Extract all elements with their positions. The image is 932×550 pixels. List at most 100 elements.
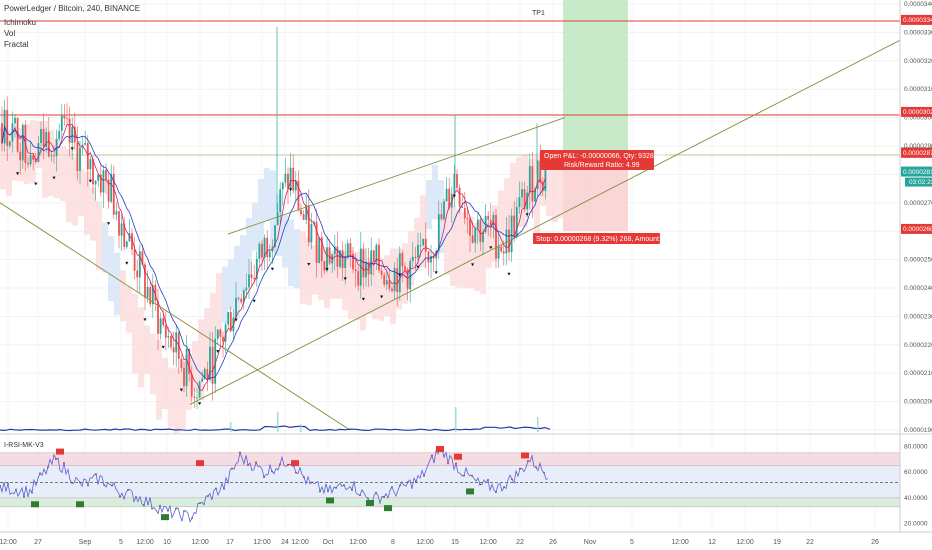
candle-body [502, 251, 505, 254]
candle-body [242, 290, 245, 303]
tp-label: TP1 [532, 10, 545, 17]
candle-body [76, 142, 79, 171]
candle-body [37, 143, 40, 163]
candle-body [443, 201, 445, 220]
cloud-segment [42, 120, 48, 198]
descending-trendline[interactable] [0, 202, 351, 431]
cloud-segment [48, 130, 54, 197]
cloud-segment [54, 138, 60, 198]
fractal-markers [16, 147, 529, 406]
time-tick-label: 12:00 [253, 539, 271, 546]
rsi-dot [351, 489, 353, 491]
fractal-marker [143, 318, 147, 322]
cloud-segment [234, 245, 240, 319]
ascending-resistance[interactable] [227, 117, 566, 235]
indicator-ichimoku[interactable]: Ichimoku [4, 18, 37, 27]
rsi-dot [111, 484, 113, 487]
cloud-segment [432, 165, 438, 220]
time-axis[interactable]: 12:00 27 Sep 5 12:00 10 12:00 17 12:00 24 12:00 Oct… [0, 539, 879, 546]
candle-body [479, 219, 482, 243]
cloud-segment [456, 208, 462, 288]
take-profit-zone[interactable] [563, 0, 628, 157]
cloud-segment [216, 273, 222, 338]
candle-body [401, 253, 404, 267]
fractal-marker [34, 182, 38, 186]
candle-body [6, 109, 9, 146]
candle-body [469, 218, 471, 236]
indicator-fractal[interactable]: Fractal [4, 40, 29, 49]
rsi-dot [151, 507, 153, 510]
rsi-line [0, 446, 549, 523]
cloud-segment [240, 235, 246, 293]
neutral-band [0, 465, 900, 498]
fractal-marker [234, 318, 238, 322]
time-tick-label: 12:00 [191, 539, 209, 546]
fractal-marker [525, 213, 529, 217]
rsi-dot [463, 474, 465, 477]
candle-body [47, 132, 50, 157]
candle-body [112, 174, 115, 215]
rsi-dot [415, 480, 417, 483]
cloud-segment [420, 195, 426, 268]
cloud-segment [6, 130, 12, 197]
candle-body [333, 246, 336, 255]
time-tick-label: 12:00 [0, 539, 17, 546]
candle-body [237, 298, 240, 299]
stop-text: Stop: 0.00000268 (9.32%) 268, Amount: 75… [536, 236, 675, 243]
cloud-segment [168, 367, 174, 428]
cloud-segment [480, 229, 486, 295]
volume-bar [277, 412, 279, 432]
ascending-support[interactable] [189, 24, 932, 405]
candle-body [222, 336, 224, 342]
indicator-vol[interactable]: Vol [4, 29, 16, 38]
fractal-marker [398, 273, 402, 277]
rsi-signal-marker [56, 448, 64, 455]
candle-body [42, 129, 45, 147]
price-axis[interactable]: 0.00003400 0.00003300 0.00003200 0.00003100… [904, 1, 932, 434]
candle-body [164, 325, 167, 338]
candle-body [125, 241, 128, 247]
candle-body [326, 247, 328, 271]
price-tag: 0.00003344 [901, 14, 932, 25]
cloud-segment [78, 168, 84, 216]
stop-label[interactable]: Stop: 0.00000268 (9.32%) 268, Amount: 75… [533, 233, 675, 244]
candle-body [159, 318, 162, 334]
candle-body [120, 223, 123, 236]
cloud-segment [552, 156, 558, 223]
candle-body [255, 258, 258, 280]
rsi-dot [71, 482, 73, 484]
cloud-segment [300, 231, 306, 304]
volume-series [0, 407, 551, 432]
rsi-dot [23, 495, 25, 498]
rsi-dot [279, 463, 281, 466]
price-tick-label: 0.00003200 [904, 58, 932, 65]
rsi-tick-label: 40.0000 [904, 495, 928, 502]
cloud-segment [102, 222, 108, 273]
candle-body [175, 332, 178, 353]
rsi-dot [239, 451, 241, 454]
price-tag: 0.00002608 [901, 223, 932, 234]
fractal-marker [507, 272, 511, 276]
rsi-dot [159, 504, 161, 507]
candle-body [261, 243, 263, 258]
cloud-segment [156, 340, 162, 420]
cloud-segment [510, 163, 516, 222]
price-tag: 0.00002876 [901, 147, 932, 158]
candle-body [40, 129, 42, 144]
volume-bar [455, 407, 457, 432]
open-pnl-label[interactable]: Open P&L: -0.00000066, Qty: 93283582 Ris… [540, 150, 669, 170]
cloud-segment [186, 354, 192, 410]
cloud-segment [546, 158, 552, 216]
rsi-dot [471, 474, 473, 477]
cloud-segment [558, 157, 564, 219]
candle-body [71, 126, 74, 143]
candle-body [359, 248, 362, 286]
rsi-dot [215, 487, 217, 490]
cloud-segment [498, 190, 504, 249]
time-tick-label: 22 [516, 539, 524, 546]
cloud-segment [12, 131, 18, 181]
fractal-marker [416, 265, 420, 269]
candle-body [250, 274, 253, 279]
cloud-segment [198, 319, 204, 401]
